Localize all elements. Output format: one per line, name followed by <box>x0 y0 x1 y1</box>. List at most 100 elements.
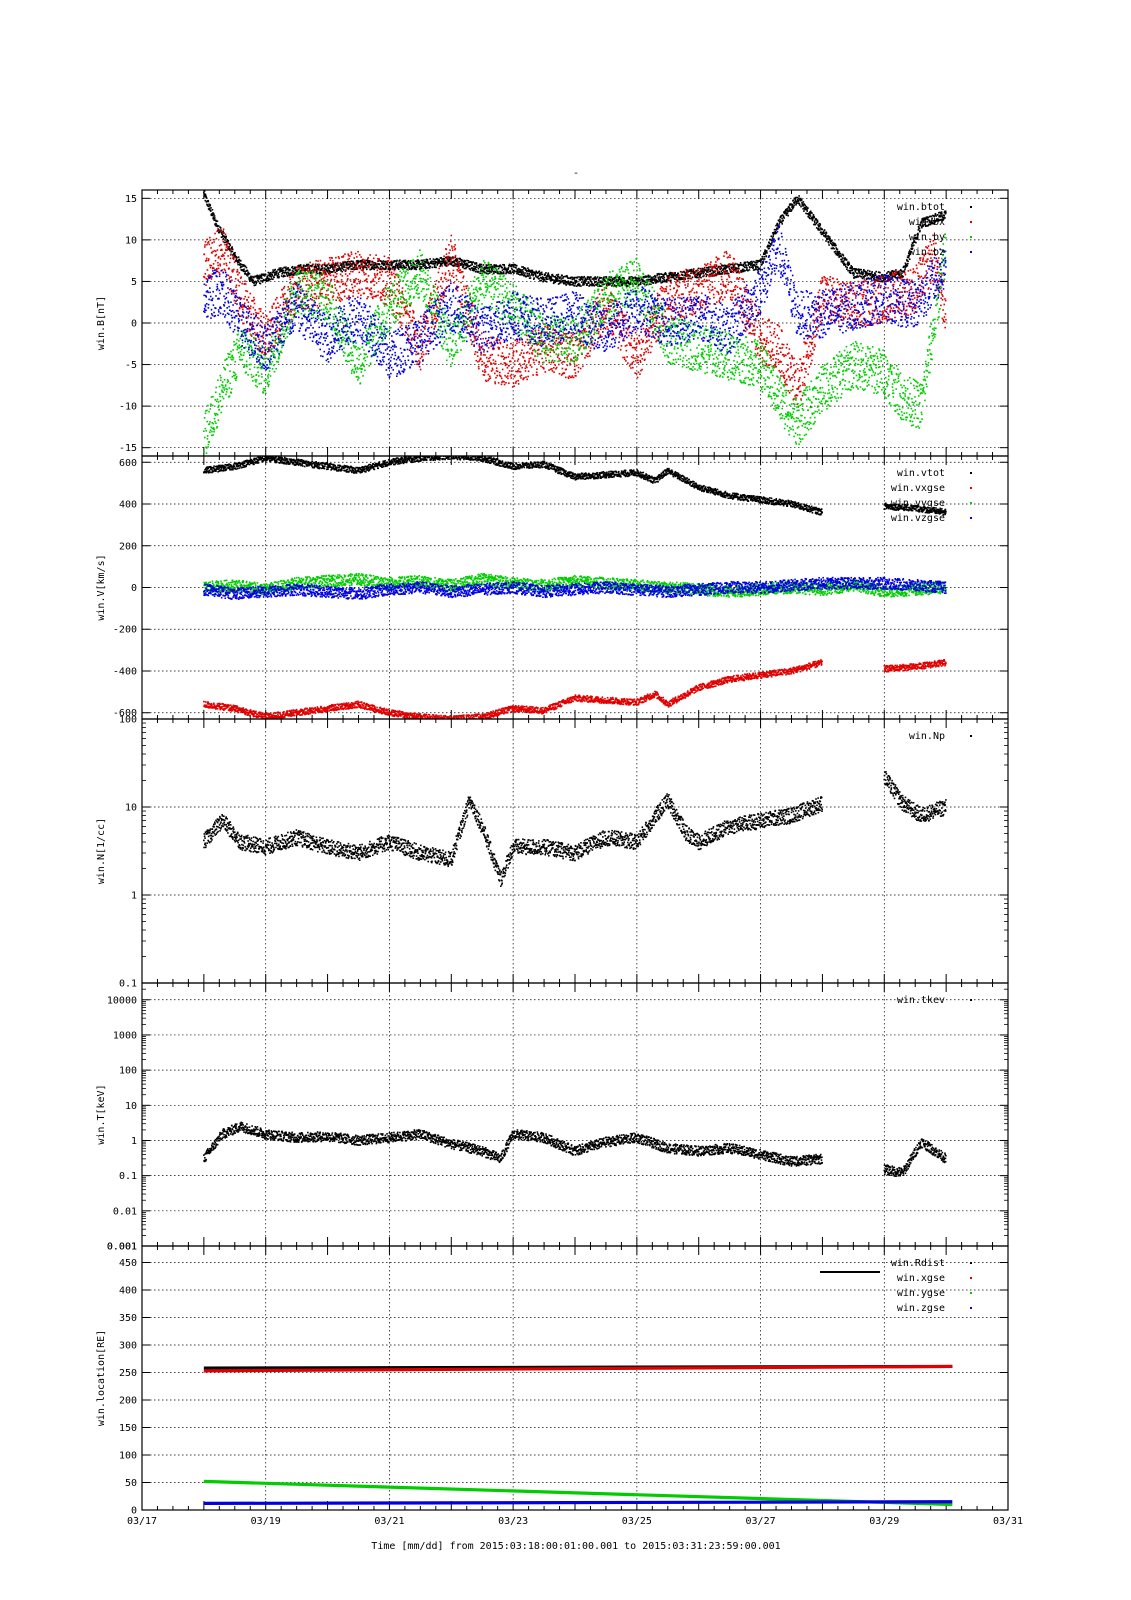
data-point <box>485 264 488 266</box>
data-point <box>305 284 307 286</box>
data-point <box>384 268 387 270</box>
data-point <box>802 201 805 203</box>
data-point <box>768 241 770 244</box>
data-point <box>575 279 578 282</box>
data-point <box>848 269 851 272</box>
data-point <box>396 264 399 267</box>
data-point <box>520 352 523 354</box>
data-point <box>927 216 930 219</box>
data-point <box>774 228 776 231</box>
data-point <box>218 231 220 234</box>
data-point <box>787 214 789 217</box>
data-point <box>478 360 481 362</box>
data-point <box>664 272 667 274</box>
data-point <box>208 207 211 210</box>
data-point <box>402 314 405 317</box>
data-point <box>493 362 495 365</box>
data-point <box>858 270 861 272</box>
data-point <box>865 272 868 275</box>
data-point <box>933 222 935 225</box>
data-point <box>815 217 817 220</box>
data-point <box>451 247 454 249</box>
data-point <box>473 267 476 270</box>
data-point <box>620 283 623 286</box>
data-point <box>284 301 287 304</box>
data-point <box>492 359 495 361</box>
data-point <box>304 277 307 280</box>
data-point <box>340 279 343 281</box>
data-point <box>825 240 827 242</box>
data-point <box>212 217 214 220</box>
data-point <box>692 272 695 275</box>
data-point <box>251 281 254 284</box>
data-point <box>798 195 800 197</box>
data-point <box>597 279 600 282</box>
data-point <box>944 210 947 213</box>
data-point <box>724 268 727 270</box>
data-point <box>294 281 297 284</box>
data-point <box>247 273 250 276</box>
data-point <box>573 276 576 279</box>
data-point <box>450 240 452 243</box>
data-point <box>533 271 536 274</box>
data-point <box>759 268 762 271</box>
data-point <box>719 268 721 271</box>
data-point <box>549 351 552 354</box>
data-point <box>372 262 374 265</box>
data-point <box>538 361 541 364</box>
data-point <box>623 281 626 283</box>
data-point <box>788 204 791 206</box>
data-point <box>459 269 462 271</box>
data-point <box>773 231 775 234</box>
data-point <box>931 217 933 220</box>
data-point <box>876 275 878 278</box>
data-point <box>547 354 549 356</box>
data-point <box>594 276 597 278</box>
data-point <box>335 256 337 259</box>
data-point <box>689 275 691 277</box>
data-point <box>541 340 543 343</box>
data-point <box>352 260 354 263</box>
data-point <box>587 278 589 280</box>
data-point <box>282 295 284 298</box>
data-point <box>521 366 523 369</box>
data-point <box>613 277 616 279</box>
data-point <box>475 262 478 264</box>
data-point <box>484 266 487 269</box>
data-point <box>253 302 256 305</box>
data-point <box>450 245 453 248</box>
data-point <box>356 260 359 263</box>
data-point <box>830 239 832 242</box>
data-point <box>524 272 526 274</box>
data-point <box>808 214 811 217</box>
data-point <box>250 323 253 326</box>
series-btot <box>203 190 947 288</box>
data-point <box>357 259 359 262</box>
data-point <box>337 261 339 264</box>
data-point <box>538 335 541 338</box>
data-point <box>595 280 598 283</box>
data-point <box>279 267 281 270</box>
data-point <box>454 264 456 266</box>
data-point <box>794 202 796 204</box>
data-point <box>488 267 491 269</box>
data-point <box>337 268 340 271</box>
data-point <box>791 205 794 207</box>
data-point <box>553 341 556 344</box>
data-point <box>651 278 654 281</box>
data-point <box>445 260 447 263</box>
data-point <box>207 241 210 243</box>
data-point <box>276 330 279 332</box>
data-point <box>938 219 941 222</box>
data-point <box>372 257 375 260</box>
data-point <box>576 364 578 367</box>
data-point <box>737 263 739 266</box>
data-point <box>820 233 823 235</box>
data-point <box>572 282 575 285</box>
data-point <box>333 265 336 268</box>
data-point <box>847 264 850 266</box>
data-point <box>913 239 915 242</box>
data-point <box>561 342 563 344</box>
data-point <box>425 260 427 263</box>
data-point <box>635 283 637 286</box>
